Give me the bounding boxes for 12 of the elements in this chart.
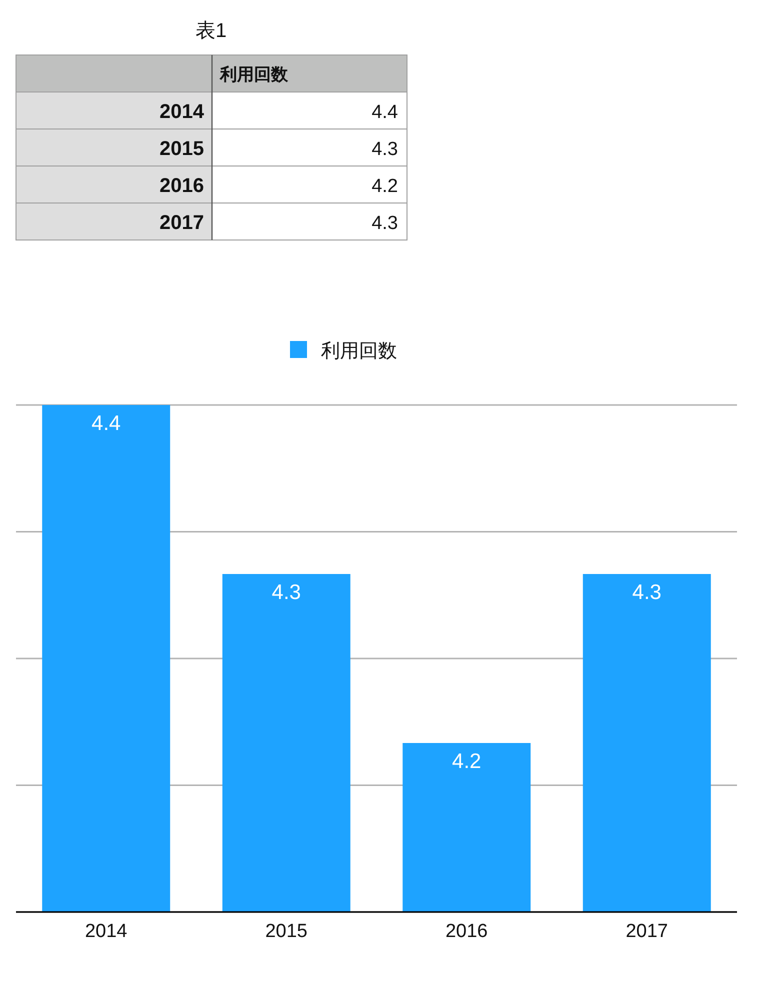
- legend: 利用回数: [290, 341, 397, 362]
- data-label: 4.2: [452, 750, 482, 773]
- data-label: 4.3: [272, 581, 301, 604]
- data-label: 4.3: [632, 581, 662, 604]
- x-tick-label: 2015: [265, 921, 308, 942]
- chart-title: 表1: [195, 20, 227, 42]
- data-label: 4.4: [92, 412, 122, 435]
- x-tick-label: 2017: [626, 921, 668, 942]
- table: 表1 利用回数 2014 4.4 2015 4.3 2016 4.2 2017 4.3: [16, 20, 408, 240]
- x-tick-label: 2014: [84, 921, 128, 942]
- legend-label: 利用回数: [321, 341, 397, 362]
- x-tick-label: 2016: [445, 921, 488, 942]
